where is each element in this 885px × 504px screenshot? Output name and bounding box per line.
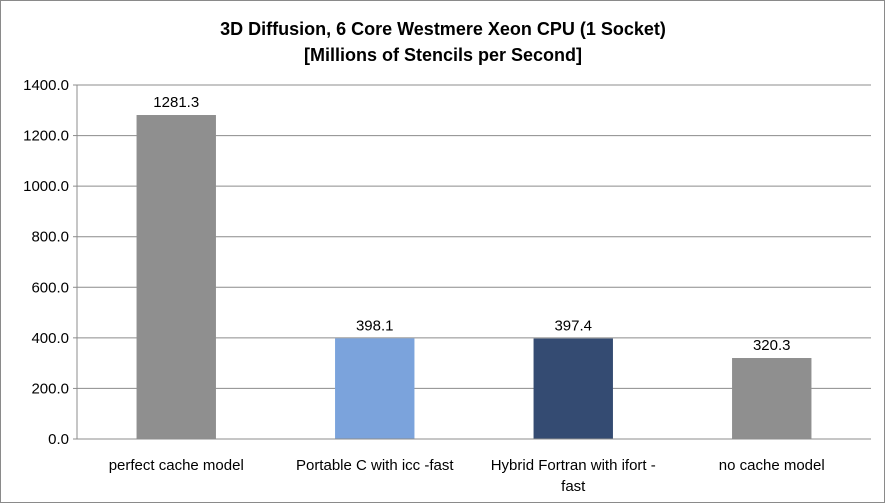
chart-title-line-1: 3D Diffusion, 6 Core Westmere Xeon CPU (… <box>220 19 666 39</box>
bars: 1281.3 398.1 397.4 320.3 <box>136 94 812 439</box>
y-tick-label: 0.0 <box>48 431 69 448</box>
bar <box>335 338 415 439</box>
y-tick-label: 200.0 <box>31 380 69 397</box>
y-tick-label: 600.0 <box>31 279 69 296</box>
bar <box>732 358 812 439</box>
bar <box>136 115 216 439</box>
data-label: 320.3 <box>753 337 791 354</box>
bar <box>533 338 613 439</box>
x-tick-label: fast <box>561 478 586 495</box>
y-tick-label: 800.0 <box>31 229 69 246</box>
chart-title-line-2: [Millions of Stencils per Second] <box>304 45 582 65</box>
y-axis: 0.0 200.0 400.0 600.0 800.0 1000.0 1200.0 1400.… <box>23 77 78 448</box>
data-label: 397.4 <box>554 318 592 335</box>
data-label: 1281.3 <box>153 94 199 111</box>
y-tick-label: 1000.0 <box>23 178 69 195</box>
x-tick-label: Hybrid Fortran with ifort - <box>491 457 656 474</box>
y-tick-label: 1400.0 <box>23 77 69 94</box>
y-tick-label: 1200.0 <box>23 128 69 145</box>
x-tick-label: perfect cache model <box>109 457 244 474</box>
y-tick-label: 400.0 <box>31 330 69 347</box>
chart-title: 3D Diffusion, 6 Core Westmere Xeon CPU (… <box>220 19 666 65</box>
x-tick-label: no cache model <box>719 457 825 474</box>
x-tick-label: Portable C with icc -fast <box>296 457 454 474</box>
x-axis: perfect cache model Portable C with icc -… <box>77 438 871 495</box>
data-label: 398.1 <box>356 317 394 334</box>
